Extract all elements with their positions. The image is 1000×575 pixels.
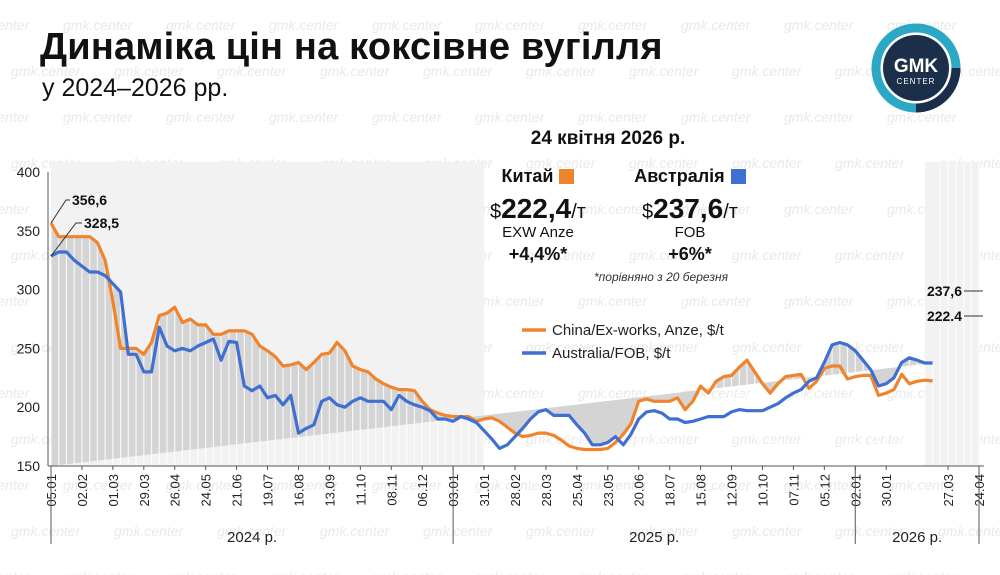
x-tick-label: 10.10 (755, 474, 770, 507)
x-tick-label: 15.08 (694, 474, 709, 507)
watermark-text: gmk.center (784, 109, 855, 125)
watermark-text: gmk.center (681, 17, 752, 33)
value-annotation: 328,5 (84, 215, 119, 231)
annotation-leader (50, 222, 82, 257)
china-change: +4,4%* (508, 244, 568, 264)
y-tick-label: 250 (17, 340, 41, 356)
x-tick-label: 24.05 (199, 474, 214, 507)
watermark-text: gmk.center (578, 109, 649, 125)
y-tick-label: 400 (17, 164, 41, 180)
x-tick-label: 28.02 (508, 474, 523, 507)
china-price-card: Китай $222,4/т EXW Anze +4,4%* (468, 166, 608, 265)
watermark-text: gmk.center (0, 17, 31, 33)
x-tick-label: 12.09 (725, 474, 740, 507)
china-basis: EXW Anze (502, 224, 574, 241)
australia-label: Австралія (634, 166, 725, 186)
watermark-text: gmk.center (269, 109, 340, 125)
china-label: Китай (501, 166, 554, 186)
value-annotation: 237,6 (927, 283, 962, 299)
y-tick-label: 350 (17, 223, 41, 239)
shaded-band (924, 162, 979, 466)
year-label: 2026 р. (892, 529, 942, 546)
australia-series-line (50, 250, 933, 450)
x-tick-label: 01.03 (106, 474, 121, 507)
watermark-text: gmk.center (784, 17, 855, 33)
x-tick-label: 30.01 (879, 474, 894, 507)
x-tick-label: 05.12 (817, 474, 832, 507)
x-tick-label: 28.03 (539, 474, 554, 507)
x-tick-label: 13.09 (322, 474, 337, 507)
watermark-text: gmk.center (732, 63, 803, 79)
x-tick-label: 29.03 (137, 474, 152, 507)
china-color-swatch (559, 169, 575, 184)
price-chart: 15020025030035040005.0102.0201.0329.0326… (17, 150, 987, 546)
australia-color-swatch (730, 169, 746, 184)
x-tick-label: 23.05 (601, 474, 616, 507)
value-annotation: 356,6 (72, 192, 107, 208)
china-price: 222,4 (501, 193, 572, 224)
australia-price: 237,6 (653, 193, 724, 224)
x-tick-label: 19.07 (261, 474, 276, 507)
watermark-text: gmk.center (166, 109, 237, 125)
china-unit: /т (571, 201, 586, 223)
year-label: 2024 р. (227, 529, 277, 546)
china-currency: $ (490, 201, 502, 223)
watermark-text: gmk.center (63, 109, 134, 125)
australia-price-card: Австралія $237,6/т FOB +6%* (615, 166, 765, 265)
x-tick-label: 11.10 (353, 474, 368, 506)
legend-china-label: China/Ex-works, Anze, $/t (552, 322, 725, 339)
australia-currency: $ (642, 201, 654, 223)
x-tick-label: 06.12 (415, 474, 430, 507)
legend-australia-label: Australia/FOB, $/t (552, 345, 671, 362)
watermark-text: gmk.center (0, 109, 31, 125)
x-tick-label: 27.03 (941, 474, 956, 507)
x-tick-label: 26.04 (168, 474, 183, 507)
area-fill (51, 223, 933, 466)
page-title: Динаміка цін на коксівне вугілля (40, 26, 663, 68)
y-tick-label: 150 (17, 458, 41, 474)
x-tick-label: 08.11 (384, 474, 399, 506)
australia-unit: /т (723, 201, 738, 223)
x-tick-label: 18.07 (663, 474, 678, 507)
summary-date: 24 квітня 2026 р. (530, 128, 686, 149)
watermark-text: gmk.center (372, 109, 443, 125)
comparison-note: *порівняно з 20 березня (594, 270, 728, 284)
gmk-center-logo: GMK CENTER (871, 23, 961, 113)
annotation-leader (50, 199, 70, 224)
logo-subtext: CENTER (897, 77, 936, 86)
x-tick-label: 07.11 (786, 474, 801, 506)
value-annotation: 222.4 (927, 308, 962, 324)
watermark-text: gmk.center (681, 109, 752, 125)
x-tick-label: 02.02 (75, 474, 90, 507)
china-series-line (49, 222, 933, 452)
watermark-text: gmk.center (475, 109, 546, 125)
australia-change: +6%* (668, 244, 712, 264)
logo-text: GMK (894, 56, 939, 77)
y-tick-label: 200 (17, 399, 41, 415)
year-label: 2025 р. (629, 529, 679, 546)
x-tick-label: 31.01 (477, 474, 492, 507)
page-subtitle: у 2024–2026 рр. (42, 74, 229, 102)
x-tick-label: 21.06 (230, 474, 245, 507)
x-tick-label: 25.04 (570, 474, 585, 507)
x-tick-label: 20.06 (632, 474, 647, 507)
australia-basis: FOB (674, 224, 706, 241)
y-tick-label: 300 (17, 282, 41, 298)
x-tick-label: 16.08 (291, 474, 306, 507)
